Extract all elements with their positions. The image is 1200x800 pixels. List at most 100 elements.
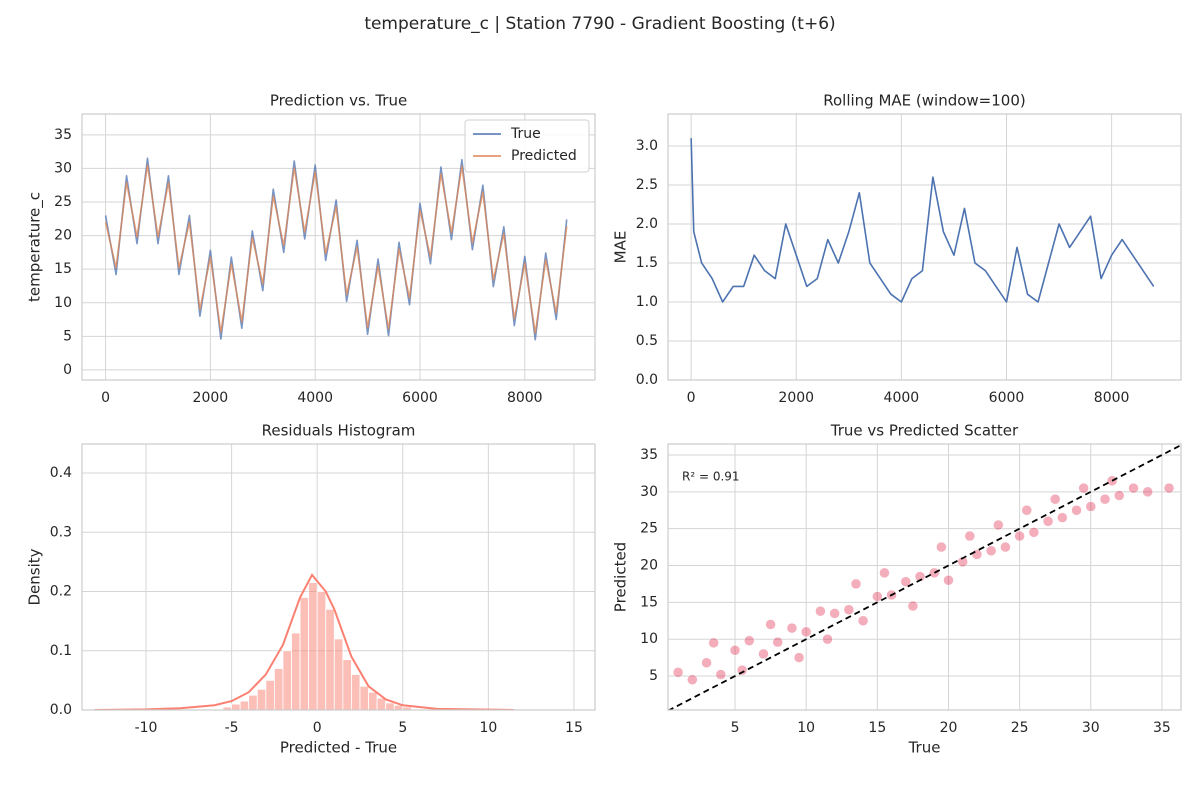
axes-frame: [667, 113, 1182, 381]
histogram-bar: [239, 700, 250, 710]
histogram-bar: [359, 685, 369, 710]
panel-title: Prediction vs. True: [270, 92, 407, 110]
scatter-point: [1113, 490, 1125, 501]
histogram-bar: [265, 679, 275, 710]
x-tick-label: 4000: [297, 390, 333, 406]
scatter-point: [1142, 486, 1153, 498]
y-tick-label: 0: [63, 362, 72, 378]
histogram-bar: [248, 694, 258, 710]
x-tick-label: 6000: [402, 390, 438, 406]
scatter-point: [1071, 504, 1082, 516]
x-tick-label: 30: [1082, 720, 1100, 736]
histogram-bar: [376, 697, 387, 710]
scatter-point: [900, 576, 912, 587]
data-line: [104, 164, 568, 334]
x-tick-label: 2000: [778, 390, 814, 406]
y-tick-label: 30: [54, 160, 72, 176]
scatter-point: [964, 530, 976, 542]
histogram-bar: [333, 638, 344, 710]
scatter-point: [914, 571, 926, 582]
histogram-bar: [368, 691, 378, 710]
y-tick-label: 25: [640, 521, 658, 537]
y-tick-label: 0.4: [50, 465, 72, 481]
x-tick-label: 25: [1011, 720, 1029, 736]
axes-frame: [81, 443, 596, 711]
scatter-point: [907, 600, 919, 612]
x-tick-label: 0: [687, 390, 696, 406]
histogram-bar: [342, 659, 352, 710]
scatter-point: [1014, 530, 1025, 542]
axes-frame: [667, 443, 1182, 711]
x-tick-label: 10: [797, 720, 815, 736]
scatter-point: [1128, 482, 1139, 494]
x-tick-label: 8000: [1094, 390, 1130, 406]
x-tick-label: -5: [225, 720, 239, 736]
scatter-point: [701, 657, 712, 669]
y-tick-label: 0.2: [50, 584, 72, 600]
scatter-point: [1049, 493, 1061, 505]
y-tick-label: 15: [54, 261, 72, 277]
y-axis-label: Predicted: [612, 542, 630, 612]
scatter-point: [1042, 516, 1054, 527]
histogram-bar: [299, 597, 310, 710]
y-tick-label: 10: [640, 631, 658, 647]
y-tick-label: 0.5: [636, 333, 658, 349]
scatter-point: [772, 636, 783, 648]
y-tick-label: 35: [54, 127, 72, 143]
scatter-point: [765, 619, 776, 630]
panel: 0 2000 4000 6000 8000 0.0 0.5 1.0 1.5 2.0 2.5 3.0 Ro…: [612, 92, 1182, 406]
y-tick-label: 2.0: [636, 216, 658, 232]
legend-label: True: [510, 126, 541, 142]
panel: 0 2000 4000 6000 8000 0 5 10 15 20 25 30 35 Predictio…: [26, 92, 596, 406]
y-tick-label: 0.0: [50, 702, 72, 718]
x-tick-label: -10: [135, 720, 158, 736]
scatter-point: [800, 626, 812, 638]
scatter-point: [708, 637, 719, 649]
x-tick-label: 6000: [989, 390, 1025, 406]
identity-line: [668, 444, 1181, 710]
scatter-point: [971, 549, 983, 560]
panel: -10 -5 0 5 10 15 0.0 0.1 0.2 0.3 0.4 Residuals Hist…: [26, 422, 596, 757]
y-tick-label: 0.0: [636, 372, 658, 388]
x-tick-label: 2000: [193, 390, 229, 406]
kde-line: [94, 573, 515, 710]
histogram-bar: [291, 632, 301, 710]
scatter-point: [715, 669, 727, 680]
scatter-point: [786, 622, 798, 634]
y-tick-label: 0.1: [50, 643, 72, 659]
scatter-point: [1078, 482, 1089, 494]
scatter-point: [815, 605, 826, 617]
x-tick-label: 10: [479, 720, 497, 736]
plot-area: [668, 444, 1181, 710]
y-tick-label: 1.0: [636, 294, 658, 310]
y-tick-label: 25: [54, 194, 72, 210]
histogram-bar: [393, 704, 404, 710]
scatter-point: [793, 652, 805, 663]
y-tick-label: 20: [640, 558, 658, 574]
histogram-bar: [325, 608, 335, 710]
y-tick-label: 15: [640, 594, 658, 610]
scatter-point: [936, 541, 947, 553]
y-tick-label: 35: [640, 447, 658, 463]
scatter-point: [822, 633, 833, 645]
x-axis-label: Predicted - True: [280, 739, 397, 757]
plot-content: [104, 157, 568, 341]
x-tick-label: 0: [313, 720, 322, 736]
histogram-bar: [231, 703, 241, 710]
x-tick-label: 8000: [507, 390, 543, 406]
panel-title: Rolling MAE (window=100): [823, 92, 1026, 110]
scatter-point: [985, 545, 997, 557]
x-axis-label: True: [908, 739, 941, 757]
histogram-bar: [316, 591, 327, 710]
scatter-point: [993, 519, 1004, 531]
scatter-point: [857, 615, 869, 627]
histogram-bar: [256, 688, 267, 710]
scatter-point: [843, 604, 855, 615]
panel: 5 10 15 20 25 30 35 5 10 15 20 25 30 35 True vs Predic…: [612, 422, 1182, 757]
scatter-point: [744, 635, 755, 646]
x-tick-label: 5: [731, 720, 740, 736]
y-tick-label: 1.5: [636, 255, 658, 271]
histogram-bar: [351, 674, 361, 710]
scatter-point: [872, 591, 883, 602]
y-axis-label: temperature_c: [26, 192, 45, 302]
